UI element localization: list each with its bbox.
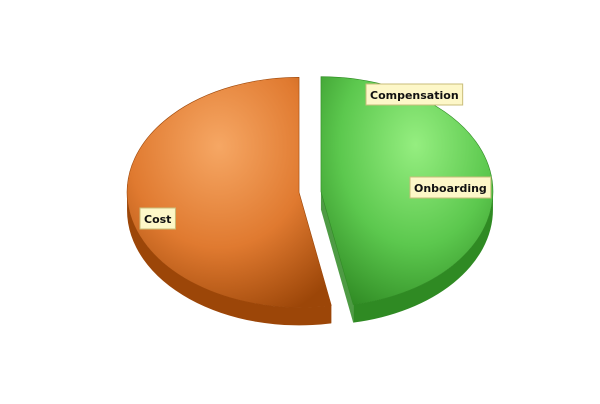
pie-slice-side-green — [353, 191, 493, 323]
pie-label-compensation: Compensation — [365, 83, 464, 106]
pie-slice-wall-green — [320, 191, 354, 323]
pie-slice-side-orange — [127, 192, 332, 326]
pie-label-box — [139, 207, 176, 230]
pie-label-text: Cost — [144, 213, 171, 226]
pie-label-box — [365, 83, 464, 106]
pie-label-onboarding: Onboarding — [409, 176, 492, 199]
pie-label-text: Compensation — [370, 89, 459, 102]
pie-label-text: Onboarding — [414, 182, 487, 195]
pie-slice-orange[interactable] — [126, 77, 332, 308]
pie-label-box — [409, 176, 492, 199]
pie-label-cost: Cost — [139, 207, 176, 230]
